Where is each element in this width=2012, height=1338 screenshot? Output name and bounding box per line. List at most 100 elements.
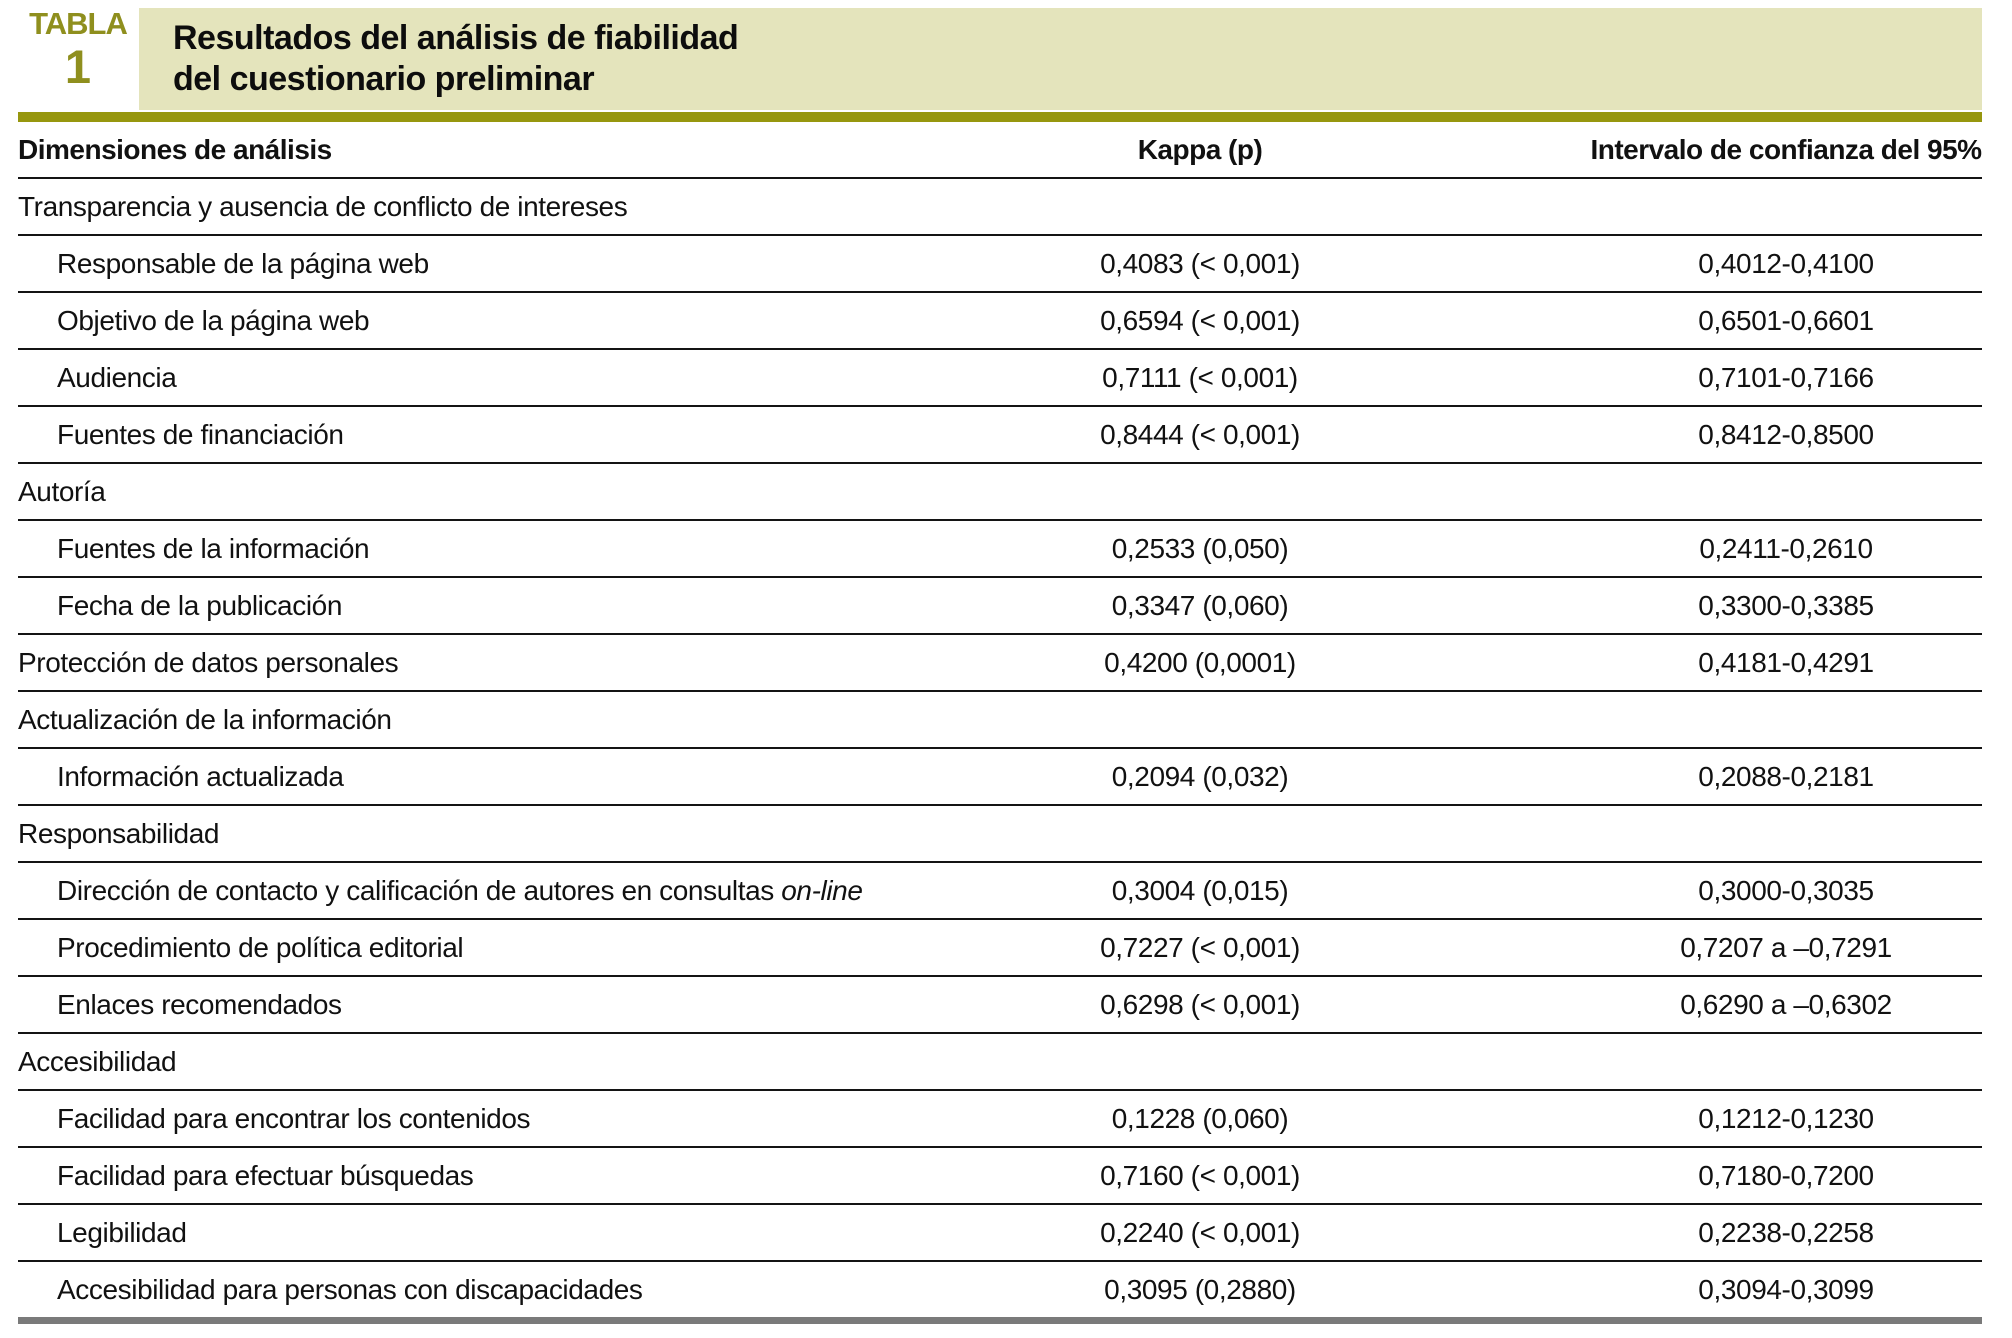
row-label: Procedimiento de política editorial <box>18 932 978 964</box>
table-row-item: Fuentes de financiación 0,8444 (< 0,001) 0… <box>18 407 1982 464</box>
table-row-item: Accesibilidad para personas con discapac… <box>18 1262 1982 1317</box>
row-label: Autoría <box>18 476 978 508</box>
row-kappa-value: 0,2094 (0,032) <box>1111 760 1289 792</box>
row-label-text: Actualización de la información <box>18 703 392 735</box>
accent-rule <box>18 112 1982 122</box>
row-label: Protección de datos personales <box>18 647 978 679</box>
row-label: Fuentes de financiación <box>18 419 978 451</box>
row-label: Facilidad para encontrar los contenidos <box>18 1103 978 1135</box>
row-label: Responsable de la página web <box>18 248 978 280</box>
row-label-text: Dirección de contacto y calificación de … <box>57 874 782 906</box>
row-label: Accesibilidad para personas con discapac… <box>18 1274 978 1306</box>
row-ci-value: 0,7101-0,7166 <box>1698 361 1874 393</box>
row-label-text: Protección de datos personales <box>18 646 399 678</box>
table-row-item: Facilidad para efectuar búsquedas 0,7160 … <box>18 1148 1982 1205</box>
row-label: Dirección de contacto y calificación de … <box>18 875 978 907</box>
row-ci-value: 0,2411-0,2610 <box>1699 532 1873 564</box>
table-row-section: Autoría <box>18 464 1982 521</box>
table-row-item: Objetivo de la página web 0,6594 (< 0,001… <box>18 293 1982 350</box>
row-kappa-value: 0,3095 (0,2880) <box>1104 1273 1296 1305</box>
row-ci-value: 0,7180-0,7200 <box>1698 1159 1874 1191</box>
data-table: Dimensiones de análisis Kappa (p) Interv… <box>18 122 1982 1317</box>
table-title-line1: Resultados del análisis de fiabilidad <box>173 19 739 58</box>
figure-header: TABLA 1 Resultados del análisis de fiabi… <box>0 0 2012 122</box>
row-ci-value: 0,4181-0,4291 <box>1698 646 1874 678</box>
row-label: Enlaces recomendados <box>18 989 978 1021</box>
row-ci-value: 0,7207 a –0,7291 <box>1680 931 1892 963</box>
row-kappa-value: 0,6594 (< 0,001) <box>1100 304 1300 336</box>
row-ci-value: 0,8412-0,8500 <box>1698 418 1874 450</box>
row-ci-value: 0,2088-0,2181 <box>1698 760 1874 792</box>
row-kappa-value: 0,6298 (< 0,001) <box>1100 988 1300 1020</box>
row-kappa-value: 0,8444 (< 0,001) <box>1100 418 1300 450</box>
row-label: Responsabilidad <box>18 818 978 850</box>
table-row-item: Legibilidad 0,2240 (< 0,001) 0,2238-0,2258 <box>18 1205 1982 1262</box>
table-badge-word: TABLA <box>29 6 128 41</box>
row-label: Actualización de la información <box>18 704 978 736</box>
table-number-badge: TABLA 1 <box>22 8 134 90</box>
row-kappa-value: 0,7160 (< 0,001) <box>1100 1159 1300 1191</box>
row-ci-value: 0,3000-0,3035 <box>1698 874 1874 906</box>
table-title-line2: del cuestionario preliminar <box>173 60 595 98</box>
row-label-text: Enlaces recomendados <box>57 988 342 1020</box>
row-label: Accesibilidad <box>18 1046 978 1078</box>
row-label: Transparencia y ausencia de conflicto de… <box>18 191 978 223</box>
table-badge-number: 1 <box>64 40 92 93</box>
row-ci-value: 0,6290 a –0,6302 <box>1680 988 1892 1020</box>
row-label-text: Información actualizada <box>57 760 344 792</box>
row-ci-value: 0,2238-0,2258 <box>1698 1216 1874 1248</box>
table-row-item: Procedimiento de política editorial 0,722… <box>18 920 1982 977</box>
row-kappa-value: 0,4200 (0,0001) <box>1104 646 1296 678</box>
table-row-item: Facilidad para encontrar los contenidos 0… <box>18 1091 1982 1148</box>
table-row-section: Protección de datos personales 0,4200 (0,… <box>18 635 1982 692</box>
row-label-text: Facilidad para efectuar búsquedas <box>57 1159 474 1191</box>
table-row-item: Audiencia 0,7111 (< 0,001) 0,7101-0,7166 <box>18 350 1982 407</box>
row-label-italic: on-line <box>781 874 863 906</box>
row-label: Información actualizada <box>18 761 978 793</box>
table-row-item: Responsable de la página web 0,4083 (< 0,… <box>18 236 1982 293</box>
row-ci-value: 0,4012-0,4100 <box>1698 247 1874 279</box>
row-label-text: Legibilidad <box>57 1216 187 1248</box>
table-title: Resultados del análisis de fiabilidad de… <box>139 18 739 100</box>
row-label-text: Accesibilidad <box>18 1045 177 1077</box>
row-kappa-value: 0,3004 (0,015) <box>1111 874 1289 906</box>
table-row-item: Enlaces recomendados 0,6298 (< 0,001) 0,62… <box>18 977 1982 1034</box>
row-label-text: Fuentes de financiación <box>57 418 344 450</box>
row-kappa-value: 0,4083 (< 0,001) <box>1100 247 1300 279</box>
row-label-text: Responsable de la página web <box>57 247 429 279</box>
row-kappa-value: 0,3347 (0,060) <box>1111 589 1289 621</box>
row-label-text: Fuentes de la información <box>57 532 370 564</box>
table-row-item: Dirección de contacto y calificación de … <box>18 863 1982 920</box>
row-label: Fuentes de la información <box>18 533 978 565</box>
row-label-text: Autoría <box>18 475 106 507</box>
row-label-text: Transparencia y ausencia de conflicto de… <box>18 190 628 222</box>
table-row-item: Información actualizada 0,2094 (0,032) 0,2… <box>18 749 1982 806</box>
table-title-box: Resultados del análisis de fiabilidad de… <box>139 8 1982 110</box>
column-header-dimensions: Dimensiones de análisis <box>18 133 332 165</box>
row-kappa-value: 0,1228 (0,060) <box>1111 1102 1289 1134</box>
column-header-kappa: Kappa (p) <box>1137 133 1263 165</box>
row-label-text: Responsabilidad <box>18 817 220 849</box>
row-label: Objetivo de la página web <box>18 305 978 337</box>
row-label-text: Objetivo de la página web <box>57 304 370 336</box>
bottom-bar <box>18 1317 1982 1324</box>
row-ci-value: 0,1212-0,1230 <box>1698 1102 1874 1134</box>
table-row-item: Fuentes de la información 0,2533 (0,050) 0… <box>18 521 1982 578</box>
row-label-text: Audiencia <box>57 361 177 393</box>
row-ci-value: 0,6501-0,6601 <box>1698 304 1874 336</box>
table-row-section: Transparencia y ausencia de conflicto de… <box>18 179 1982 236</box>
column-header-ci: Intervalo de confianza del 95% <box>1590 133 1982 165</box>
row-label: Audiencia <box>18 362 978 394</box>
row-kappa-value: 0,2533 (0,050) <box>1111 532 1289 564</box>
table-row-section: Responsabilidad <box>18 806 1982 863</box>
row-kappa-value: 0,7227 (< 0,001) <box>1100 931 1300 963</box>
table-body: Transparencia y ausencia de conflicto de… <box>18 179 1982 1317</box>
table-header-row: Dimensiones de análisis Kappa (p) Interv… <box>18 122 1982 179</box>
row-label-text: Accesibilidad para personas con discapac… <box>57 1273 643 1305</box>
row-label-text: Procedimiento de política editorial <box>57 931 464 963</box>
table-row-section: Actualización de la información <box>18 692 1982 749</box>
table-row-section: Accesibilidad <box>18 1034 1982 1091</box>
row-label: Facilidad para efectuar búsquedas <box>18 1160 978 1192</box>
row-ci-value: 0,3300-0,3385 <box>1698 589 1874 621</box>
